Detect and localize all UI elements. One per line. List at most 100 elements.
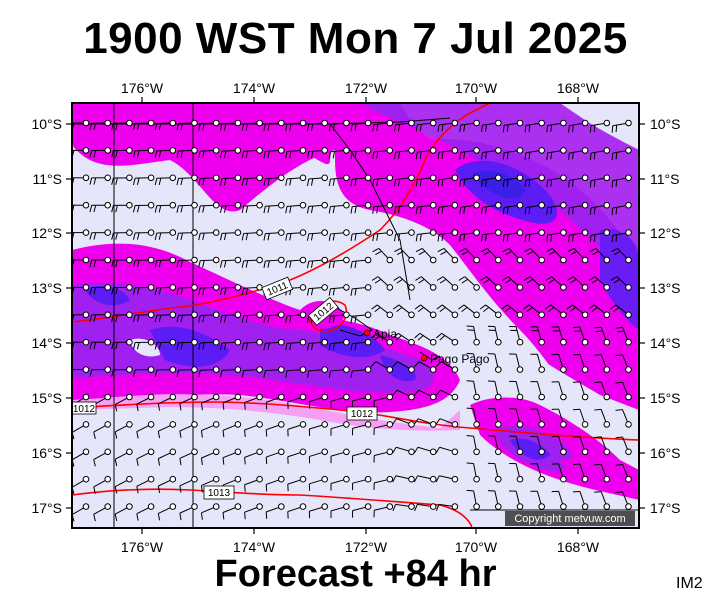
wind-barb-station: [473, 448, 480, 456]
wind-barb-station: [126, 448, 133, 456]
wind-barb-station: [581, 366, 589, 373]
wind-barb-station: [169, 256, 177, 264]
svg-text:1012: 1012: [351, 409, 374, 420]
wind-barb-station: [191, 338, 198, 346]
wind-barb-feather: [370, 332, 377, 339]
wind-barb-feather: [435, 504, 440, 512]
wind-barb-feather: [111, 314, 114, 322]
wind-barb-feather: [392, 332, 399, 339]
wind-barb-feather: [202, 232, 205, 241]
wind-barb-feather: [267, 205, 270, 213]
wind-barb-station: [429, 503, 437, 510]
wind-barb-feather: [372, 234, 375, 242]
wind-barb-feather: [285, 370, 288, 378]
wind-barb-feather: [466, 489, 474, 492]
wind-barb-feather: [419, 206, 422, 214]
wind-barb-feather: [310, 288, 314, 296]
wind-barb-feather: [550, 234, 553, 242]
wind-barb-feather: [481, 152, 483, 160]
wind-barb-feather: [572, 152, 574, 160]
wind-barb-feather: [176, 150, 179, 158]
wind-barb-station: [473, 201, 480, 209]
wind-barb-feather: [132, 342, 136, 350]
wind-barb-station: [516, 174, 524, 182]
wind-barb-feather: [289, 123, 292, 131]
wind-barb-station: [516, 366, 524, 373]
wind-barb-feather: [437, 124, 440, 132]
wind-barb-station: [364, 119, 372, 127]
wind-barb-feather: [545, 276, 552, 281]
wind-barb-station: [408, 393, 415, 401]
wind-barb-feather: [93, 259, 97, 267]
wind-barb-feather: [480, 247, 488, 253]
wind-barb-feather: [615, 234, 618, 242]
wind-barb-feather: [417, 307, 425, 313]
wind-barb-feather: [418, 278, 425, 284]
wind-barb-feather: [615, 354, 623, 357]
wind-barb-feather: [93, 486, 96, 494]
wind-barb-feather: [376, 178, 379, 186]
wind-barb-station: [256, 229, 263, 236]
wind-barb-feather: [93, 177, 97, 185]
wind-barb-feather: [180, 315, 183, 323]
wind-barb-feather: [176, 233, 179, 241]
wind-barb-station: [473, 366, 480, 373]
wind-barb-feather: [111, 177, 114, 185]
wind-barb-station: [169, 503, 177, 510]
wind-barb-station: [625, 311, 632, 319]
wind-barb-station: [516, 338, 524, 346]
wind-barb-station: [386, 147, 394, 154]
wind-barb-feather: [350, 343, 353, 351]
wind-barb-feather: [68, 370, 70, 377]
wind-barb-station: [321, 119, 329, 127]
wind-barb-station: [386, 174, 394, 182]
wind-barb-station: [169, 393, 177, 401]
wind-barb-feather: [466, 352, 474, 355]
wind-barb-feather: [372, 206, 375, 214]
wind-barb-station: [104, 338, 111, 346]
wind-barb-station: [147, 338, 155, 346]
wind-barb-feather: [441, 233, 444, 242]
wind-barb-feather: [544, 304, 552, 310]
wind-barb-feather: [350, 233, 353, 242]
wind-barb-station: [429, 421, 437, 428]
wind-barb-station: [364, 475, 372, 483]
wind-barb-feather: [132, 287, 136, 295]
wind-barb-feather: [615, 463, 623, 466]
wind-barb-feather: [200, 512, 203, 520]
wind-barb-feather: [437, 247, 445, 253]
wind-barb-station: [278, 503, 285, 510]
wind-barb-station: [603, 448, 611, 456]
wind-barb-station: [82, 393, 90, 401]
wind-barb-feather: [392, 475, 397, 483]
wind-barb-feather: [89, 259, 93, 268]
wind-barb-feather: [524, 247, 531, 253]
wind-barb-station: [299, 201, 307, 209]
wind-barb-feather: [393, 276, 400, 281]
wind-barb-feather: [111, 205, 114, 213]
wind-barb-feather: [157, 458, 161, 466]
wind-barb-station: [516, 119, 524, 127]
wind-barb-feather: [613, 250, 621, 256]
wind-barb-station: [386, 393, 394, 401]
lat-label-right: 10°S: [650, 116, 681, 132]
wind-barb-feather: [615, 436, 623, 439]
wind-barb-feather: [328, 151, 331, 159]
wind-barb-station: [212, 338, 220, 346]
wind-barb-feather: [219, 151, 223, 159]
wind-barb-station: [451, 448, 459, 456]
wind-barb-station: [191, 284, 198, 291]
wind-barb-station: [343, 311, 350, 319]
wind-barb-station: [104, 201, 111, 209]
wind-barb-feather: [376, 151, 379, 159]
wind-barb-station: [169, 119, 177, 127]
wind-barb-station: [473, 393, 480, 401]
wind-barb-feather: [93, 431, 96, 440]
wind-barb-station: [495, 448, 502, 456]
wind-barb-feather: [594, 326, 602, 329]
wind-barb-feather: [463, 206, 466, 214]
wind-barb-station: [299, 393, 307, 401]
wind-barb-station: [451, 421, 459, 428]
wind-barb-station: [212, 311, 220, 319]
wind-barb-feather: [392, 389, 398, 396]
